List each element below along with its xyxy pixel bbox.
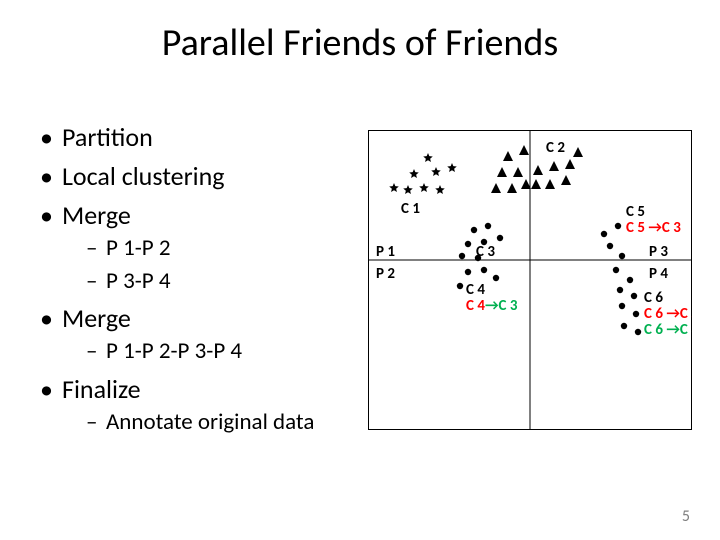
triangle-marker <box>491 183 501 193</box>
bullet-merge-1-sub-1: P 3-P 4 <box>62 266 360 297</box>
star-marker <box>419 183 429 192</box>
cluster-label-c2: C 2 <box>546 139 565 157</box>
circle-marker <box>601 231 607 237</box>
bullet-list: Partition Local clustering Merge P 1-P 2… <box>40 120 360 442</box>
circle-marker <box>457 283 463 289</box>
cluster-label-c3: C 3 <box>476 243 495 261</box>
slide-number: 5 <box>682 507 690 526</box>
star-marker <box>423 153 433 162</box>
panel-label-p4: P 4 <box>649 265 668 283</box>
bullet-merge-1: Merge P 1-P 2 P 3-P 4 <box>40 198 360 297</box>
slide-title: Parallel Friends of Friends <box>0 20 720 66</box>
circle-marker <box>497 235 503 241</box>
circle-marker <box>607 243 613 249</box>
circle-marker <box>485 223 491 229</box>
relabel-r5: C 5 →C 3 <box>626 219 681 237</box>
circle-marker <box>619 253 625 259</box>
triangle-marker <box>531 179 541 189</box>
bullet-finalize-sub-0: Annotate original data <box>62 407 360 438</box>
circle-marker <box>627 277 633 283</box>
panel-label-p1: P 1 <box>376 243 395 261</box>
panel-label-p3: P 3 <box>649 243 668 261</box>
circle-marker <box>635 329 641 335</box>
star-marker <box>431 167 441 176</box>
bullet-merge-1-sub-0: P 1-P 2 <box>62 233 360 264</box>
bullet-finalize: Finalize Annotate original data <box>40 372 360 438</box>
circle-marker <box>465 241 471 247</box>
star-marker <box>435 185 445 194</box>
bullet-merge-2: Merge P 1-P 2-P 3-P 4 <box>40 301 360 367</box>
triangle-marker <box>533 165 543 175</box>
star-marker <box>389 183 399 192</box>
triangle-marker <box>565 159 575 169</box>
circle-marker <box>619 303 625 309</box>
triangle-marker <box>507 183 517 193</box>
bullet-merge-1-label: Merge <box>62 199 131 231</box>
circle-marker <box>613 267 619 273</box>
circle-marker <box>617 287 623 293</box>
relabel-r4: C 4→C 3 <box>466 297 518 315</box>
triangle-marker <box>573 147 583 157</box>
triangle-marker <box>545 179 555 189</box>
circle-marker <box>481 267 487 273</box>
circle-marker <box>633 311 639 317</box>
bullet-local-clustering: Local clustering <box>40 159 360 194</box>
bullet-finalize-label: Finalize <box>62 373 141 405</box>
cluster-diagram: P 1P 2P 3P 4C 1C 2C 3C 5C 4C 6C 5 →C 3C … <box>368 130 692 430</box>
star-marker <box>409 169 419 178</box>
relabel-r6b: C 6 →C 3 <box>644 321 692 339</box>
cluster-label-c1: C 1 <box>401 200 420 218</box>
triangle-marker <box>497 167 507 177</box>
star-marker <box>403 185 413 194</box>
triangle-marker <box>513 167 523 177</box>
star-marker <box>447 163 457 172</box>
circle-marker <box>621 323 627 329</box>
triangle-marker <box>503 151 513 161</box>
panel-label-p2: P 2 <box>376 265 395 283</box>
circle-marker <box>493 275 499 281</box>
circle-marker <box>465 269 471 275</box>
circle-marker <box>459 253 465 259</box>
bullet-partition: Partition <box>40 120 360 155</box>
triangle-marker <box>561 175 571 185</box>
circle-marker <box>471 227 477 233</box>
circle-marker <box>631 293 637 299</box>
bullet-merge-2-label: Merge <box>62 302 131 334</box>
diagram-svg: P 1P 2P 3P 4C 1C 2C 3C 5C 4C 6C 5 →C 3C … <box>368 130 692 430</box>
triangle-marker <box>519 145 529 155</box>
triangle-marker <box>549 161 559 171</box>
bullet-merge-2-sub-0: P 1-P 2-P 3-P 4 <box>62 336 360 367</box>
circle-marker <box>615 223 621 229</box>
